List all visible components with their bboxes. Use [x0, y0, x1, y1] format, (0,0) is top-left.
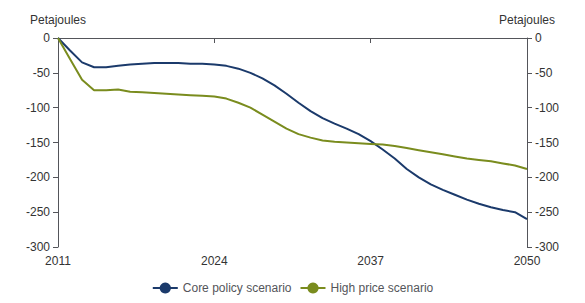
svg-text:Petajoules: Petajoules [499, 13, 555, 27]
svg-text:2011: 2011 [45, 254, 71, 268]
svg-text:-300: -300 [26, 240, 50, 254]
svg-text:-250: -250 [535, 205, 559, 219]
svg-text:-150: -150 [26, 136, 50, 150]
svg-text:2037: 2037 [357, 254, 384, 268]
svg-text:2024: 2024 [201, 254, 228, 268]
svg-text:0: 0 [535, 31, 542, 45]
svg-text:-50: -50 [535, 66, 553, 80]
svg-text:0: 0 [43, 31, 50, 45]
svg-text:2050: 2050 [514, 254, 541, 268]
svg-text:-150: -150 [535, 136, 559, 150]
svg-text:-200: -200 [535, 170, 559, 184]
svg-text:-100: -100 [26, 101, 50, 115]
svg-text:Petajoules: Petajoules [30, 13, 86, 27]
svg-text:-100: -100 [535, 101, 559, 115]
svg-text:-300: -300 [535, 240, 559, 254]
svg-text:-200: -200 [26, 170, 50, 184]
svg-text:-50: -50 [33, 66, 51, 80]
svg-text:Core policy scenario: Core policy scenario [183, 281, 292, 295]
svg-text:-250: -250 [26, 205, 50, 219]
svg-text:High price scenario: High price scenario [331, 281, 434, 295]
